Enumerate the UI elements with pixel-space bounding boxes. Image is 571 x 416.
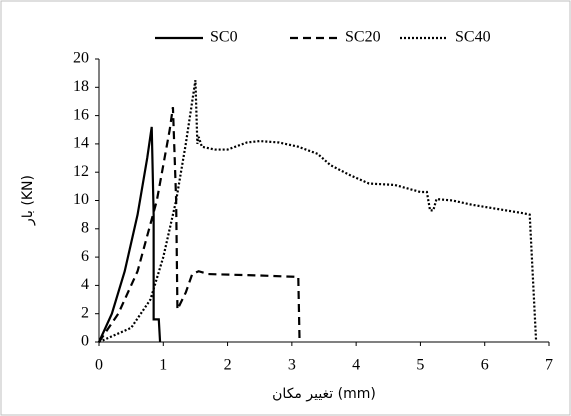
y-axis-label: بار (KN) xyxy=(20,175,36,226)
x-axis-label: تغییر مکان (mm) xyxy=(272,386,376,402)
legend-label: SC20 xyxy=(345,29,381,46)
y-tick-label: 0 xyxy=(81,333,89,350)
x-tick-label: 5 xyxy=(416,357,424,374)
y-tick-label: 10 xyxy=(73,191,89,208)
x-tick-label: 3 xyxy=(288,357,296,374)
y-tick-label: 16 xyxy=(73,106,89,123)
x-tick-label: 1 xyxy=(159,357,167,374)
legend-label: SC40 xyxy=(455,29,491,46)
x-tick-label: 7 xyxy=(545,357,553,374)
y-tick-label: 4 xyxy=(81,276,89,293)
x-tick-label: 2 xyxy=(224,357,232,374)
y-tick-label: 20 xyxy=(73,50,89,67)
y-tick-label: 18 xyxy=(73,78,89,95)
y-tick-label: 6 xyxy=(81,248,89,265)
y-tick-label: 12 xyxy=(73,163,89,180)
y-tick-label: 2 xyxy=(81,304,89,321)
x-tick-label: 4 xyxy=(352,357,360,374)
series-line xyxy=(97,126,162,343)
y-tick-label: 14 xyxy=(73,135,89,152)
x-tick-label: 0 xyxy=(95,357,103,374)
y-tick-label: 8 xyxy=(81,219,89,236)
legend-label: SC0 xyxy=(210,29,238,46)
series-line xyxy=(98,106,301,343)
x-tick-label: 6 xyxy=(481,357,489,374)
